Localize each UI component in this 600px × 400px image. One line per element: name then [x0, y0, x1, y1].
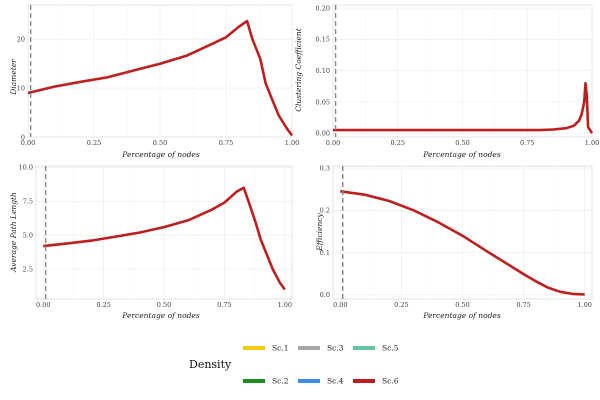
panel-efficiency: Efficiency Percentage of nodes: [315, 212, 501, 320]
series-line-sc6: [27, 19, 294, 137]
legend-label: Sc.3: [327, 344, 344, 353]
x-tick-label: 0.50: [153, 139, 167, 147]
xlabel-avg-path-length: Percentage of nodes: [121, 311, 200, 320]
x-tick-label: 1.00: [585, 139, 599, 147]
x-tick-label: 1.00: [285, 139, 299, 147]
x-tick-label: 0.25: [391, 139, 405, 147]
x-tick-label: 0.25: [87, 139, 101, 147]
legend: Density Sc.1 Sc.3 Sc.5 Sc.2 Sc.4 Sc.6: [189, 344, 399, 386]
y-tick-label: 2.5: [23, 265, 33, 273]
series-line-sc6: [333, 81, 594, 134]
y-tick-label: 0.05: [316, 98, 330, 106]
ylabel-avg-path-length: Average Path Length: [9, 192, 18, 273]
xlabel-diameter: Percentage of nodes: [121, 150, 200, 159]
y-tick-label: 20: [17, 36, 25, 44]
xlabel-efficiency: Percentage of nodes: [422, 311, 501, 320]
legend-label: Sc.1: [272, 344, 289, 353]
y-tick-label: 0.0: [320, 291, 330, 299]
x-tick-label: 1.00: [278, 301, 292, 309]
x-tick-label: 0.25: [394, 301, 408, 309]
y-tick-label: 0.3: [320, 164, 330, 172]
x-tick-label: 1.00: [577, 301, 591, 309]
y-tick-label: 0: [21, 133, 25, 141]
legend-item-sc3: Sc.3: [298, 344, 344, 353]
legend-label: Sc.2: [272, 377, 289, 386]
x-tick-label: 0.00: [36, 301, 50, 309]
y-tick-label: 7.5: [23, 198, 33, 206]
x-tick-label: 0.50: [455, 301, 469, 309]
legend-item-sc5: Sc.5: [353, 344, 399, 353]
plot-efficiency: 0.00 0.25 0.50 0.75 1.00 0.0 0.1 0.2 0.3: [320, 164, 593, 309]
x-tick-label: 0.50: [157, 301, 171, 309]
series-line-sc6: [340, 190, 585, 296]
panel-diameter: Diameter Percentage of nodes: [9, 59, 200, 159]
y-tick-label: 0.15: [316, 36, 330, 44]
y-tick-label: 0.20: [316, 4, 330, 12]
y-tick-label: 0.10: [316, 67, 330, 75]
panel-clustering: Clustering Coefficient Percentage of nod…: [294, 27, 501, 159]
legend-title: Density: [189, 358, 232, 371]
panel-avg-path-length: Average Path Length Percentage of nodes: [9, 192, 200, 320]
plot-diameter: 0.00 0.25 0.50 0.75 1.00 0 10 20: [17, 4, 299, 147]
ylabel-diameter: Diameter: [9, 59, 18, 96]
x-tick-label: 0.25: [96, 301, 110, 309]
ylabel-clustering: Clustering Coefficient: [294, 27, 303, 112]
x-tick-label: 0.75: [516, 301, 530, 309]
y-tick-label: 0.2: [320, 207, 330, 215]
legend-item-sc4: Sc.4: [298, 377, 344, 386]
y-tick-label: 0.1: [320, 249, 330, 257]
series-line-sc6: [43, 186, 286, 291]
x-tick-label: 0.75: [520, 139, 534, 147]
y-tick-label: 10.0: [19, 164, 33, 172]
x-tick-label: 0.75: [219, 139, 233, 147]
legend-item-sc1: Sc.1: [243, 344, 289, 353]
plot-avg-path-length: 0.00 0.25 0.50 0.75 1.00 2.5 5.0 7.5 10.0: [19, 164, 293, 309]
legend-item-sc6: Sc.6: [353, 377, 399, 386]
x-tick-label: 0.00: [21, 139, 35, 147]
legend-label: Sc.4: [327, 377, 344, 386]
x-tick-label: 0.75: [217, 301, 231, 309]
y-tick-label: 0.00: [316, 130, 330, 138]
x-tick-label: 0.00: [333, 301, 347, 309]
legend-label: Sc.6: [382, 377, 399, 386]
y-tick-label: 10: [17, 84, 25, 92]
x-tick-label: 0.50: [455, 139, 469, 147]
legend-item-sc2: Sc.2: [243, 377, 289, 386]
plot-clustering: 0.00 0.25 0.50 0.75 1.00 0.00 0.05 0.10 0.15 0.20: [316, 4, 600, 147]
legend-label: Sc.5: [382, 344, 399, 353]
xlabel-clustering: Percentage of nodes: [422, 150, 501, 159]
ylabel-efficiency: Efficiency: [315, 212, 324, 251]
x-tick-label: 0.00: [326, 139, 340, 147]
y-tick-label: 5.0: [23, 232, 33, 240]
